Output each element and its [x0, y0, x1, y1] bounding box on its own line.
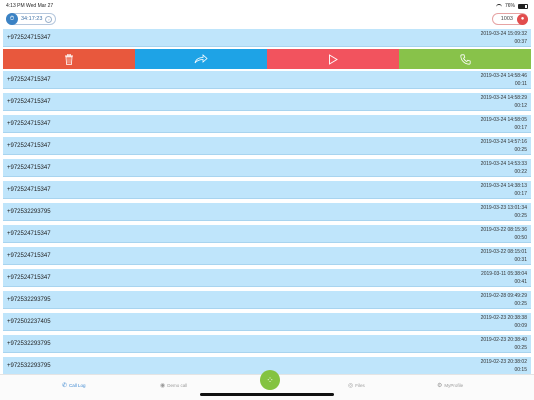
dialpad-icon: ⁘ [266, 375, 274, 385]
row-action-bar [3, 49, 531, 69]
call-duration: 00:25 [514, 301, 527, 307]
phone-icon [459, 53, 471, 65]
folder-icon: ◎ [348, 383, 354, 389]
call-log-row[interactable]: +972524715347 2019-03-22 08:15:36 00:50 [3, 225, 531, 243]
tab-my-profile[interactable]: ⚙ MyProfile [437, 382, 463, 389]
trash-icon [65, 53, 73, 65]
status-bar: 4:13 PM Wed Mar 27 76% [0, 0, 534, 11]
call-datetime: 2019-03-23 13:01:34 [480, 205, 527, 211]
call-log-row[interactable]: +972524715347 2019-03-24 15:09:32 00:37 [3, 29, 531, 47]
share-arrow-icon [194, 54, 208, 64]
call-duration: 00:17 [514, 191, 527, 197]
call-log-row[interactable]: +972524715347 2019-03-24 14:58:29 00:12 [3, 93, 531, 111]
call-datetime: 2019-03-24 14:38:13 [480, 183, 527, 189]
call-duration: 00:25 [514, 147, 527, 153]
status-date: Wed Mar 27 [26, 3, 54, 9]
phone-number: +972524715347 [7, 121, 51, 127]
call-log-row[interactable]: +972532293795 2019-02-23 20:38:40 00:25 [3, 335, 531, 353]
call-datetime: 2019-02-23 20:38:40 [480, 337, 527, 343]
call-log-row[interactable]: +972524715347 2019-03-24 14:58:46 00:11 [3, 71, 531, 89]
call-duration: 00:22 [514, 169, 527, 175]
call-log-row[interactable]: +972524715347 2019-03-24 14:38:13 00:17 [3, 181, 531, 199]
phone-log-icon: ✆ [62, 383, 68, 389]
call-datetime: 2019-03-24 14:58:29 [480, 95, 527, 101]
phone-number: +972524715347 [7, 35, 51, 41]
demo-call-icon: ◉ [160, 383, 166, 389]
top-bar: ⏱ 34:17:23 › 1003 ● [0, 11, 534, 28]
gear-icon: ⚙ [437, 383, 443, 389]
call-log-row[interactable]: +972524715347 2019-03-24 14:53:33 00:22 [3, 159, 531, 177]
counter-pill[interactable]: 1003 ● [491, 13, 528, 25]
play-icon [329, 53, 338, 65]
call-datetime: 2019-03-24 14:53:33 [480, 161, 527, 167]
tab-call-log[interactable]: ✆ Call Log [62, 382, 86, 389]
call-datetime: 2019-03-24 14:58:05 [480, 117, 527, 123]
play-button[interactable] [267, 49, 399, 69]
call-duration: 00:25 [514, 345, 527, 351]
phone-number: +972524715347 [7, 165, 51, 171]
tab-demo-call[interactable]: ◉ Demo call [160, 382, 187, 389]
tab-demo-call-label: Demo call [167, 383, 188, 388]
tab-files[interactable]: ◎ Files [348, 382, 365, 389]
phone-number: +972532293795 [7, 341, 51, 347]
call-log-row[interactable]: +972524715347 2019-03-24 14:58:05 00:17 [3, 115, 531, 133]
call-datetime: 2019-02-23 20:38:02 [480, 359, 527, 365]
phone-number: +972524715347 [7, 187, 51, 193]
phone-number: +972524715347 [7, 253, 51, 259]
call-log-row[interactable]: +972524715347 2019-03-24 14:57:16 00:25 [3, 137, 531, 155]
call-datetime: 2019-03-24 14:58:46 [480, 73, 527, 79]
phone-number: +972524715347 [7, 99, 51, 105]
call-button[interactable] [399, 49, 531, 69]
call-datetime: 2019-03-24 14:57:16 [480, 139, 527, 145]
clock-icon[interactable]: ⏱ [6, 13, 18, 25]
keypad-button[interactable]: ⁘ [260, 370, 280, 390]
call-duration: 00:11 [514, 81, 527, 87]
call-datetime: 2019-02-28 09:49:29 [480, 293, 527, 299]
phone-number: +972532293795 [7, 363, 51, 369]
timer-value: 34:17:23 [21, 16, 43, 22]
call-log-row[interactable]: +972532293795 2019-03-23 13:01:34 00:25 [3, 203, 531, 221]
call-duration: 00:17 [514, 125, 527, 131]
call-datetime: 2019-03-22 08:15:36 [480, 227, 527, 233]
tab-files-label: Files [355, 383, 365, 388]
call-duration: 00:50 [514, 235, 527, 241]
call-log-row[interactable]: +972532293795 2019-02-28 09:49:29 00:25 [3, 291, 531, 309]
counter-value: 1003 [500, 16, 513, 22]
call-log-row[interactable]: +972524715347 2019-03-11 05:38:04 00:41 [3, 269, 531, 287]
tab-my-profile-label: MyProfile [444, 383, 464, 388]
battery-icon [518, 3, 528, 9]
tab-call-log-label: Call Log [69, 383, 86, 388]
chevron-right-icon[interactable]: › [45, 15, 53, 23]
call-datetime: 2019-03-22 08:15:01 [480, 249, 527, 255]
phone-number: +972532293795 [7, 297, 51, 303]
call-duration: 00:37 [514, 39, 527, 45]
phone-number: +972524715347 [7, 143, 51, 149]
microphone-icon[interactable]: ● [517, 13, 528, 25]
call-duration: 00:41 [514, 279, 527, 285]
wifi-icon [495, 4, 502, 8]
phone-number: +972524715347 [7, 231, 51, 237]
call-duration: 00:25 [514, 213, 527, 219]
status-time: 4:13 PM [6, 3, 25, 9]
phone-number: +972532293795 [7, 209, 51, 215]
call-duration: 00:09 [514, 323, 527, 329]
battery-percent: 76% [504, 3, 515, 9]
call-duration: 00:31 [514, 257, 527, 263]
call-datetime: 2019-03-11 05:38:04 [480, 271, 527, 277]
home-indicator [200, 393, 334, 396]
timer-pill[interactable]: ⏱ 34:17:23 › [6, 13, 57, 25]
call-duration: 00:12 [514, 103, 527, 109]
phone-number: +972524715347 [7, 77, 51, 83]
phone-number: +972524715347 [7, 275, 51, 281]
call-datetime: 2019-02-23 20:38:38 [480, 315, 527, 321]
call-log-row[interactable]: +972502237405 2019-02-23 20:38:38 00:09 [3, 313, 531, 331]
phone-number: +972502237405 [7, 319, 51, 325]
call-datetime: 2019-03-24 15:09:32 [480, 31, 527, 37]
delete-button[interactable] [3, 49, 135, 69]
share-button[interactable] [135, 49, 267, 69]
call-duration: 00:15 [514, 367, 527, 373]
call-log-row[interactable]: +972524715347 2019-03-22 08:15:01 00:31 [3, 247, 531, 265]
